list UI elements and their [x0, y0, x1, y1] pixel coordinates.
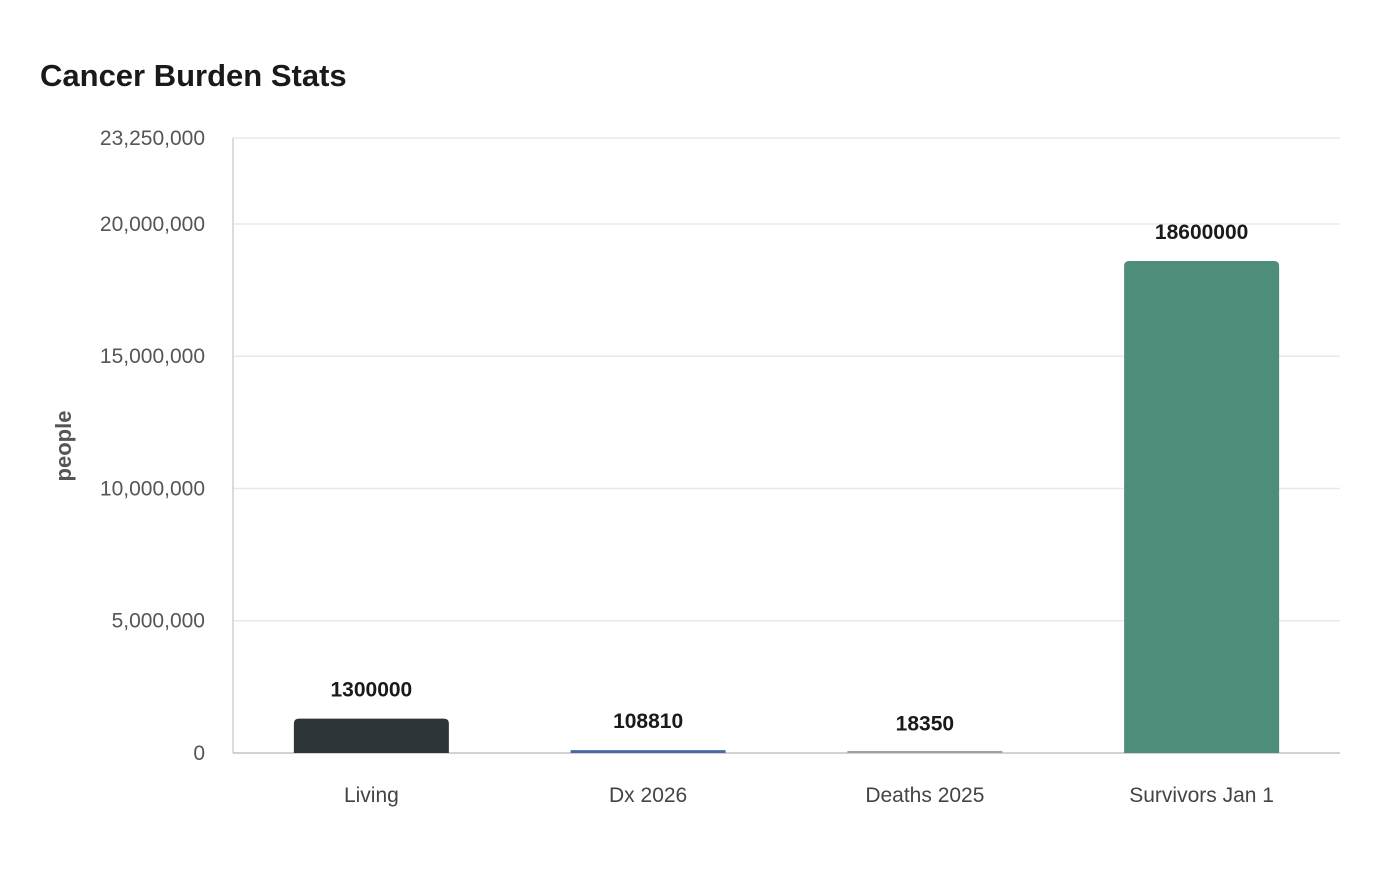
y-tick-label: 0	[193, 742, 205, 765]
x-tick-label: Survivors Jan 1	[1129, 784, 1274, 807]
bar-living	[293, 718, 449, 753]
bars	[293, 261, 1280, 753]
labels: 0 5,000,000 10,000,000 15,000,000 20,000,000…	[100, 127, 1274, 807]
y-tick-label: 5,000,000	[112, 610, 205, 633]
y-axis-title: people	[51, 411, 76, 482]
y-tick-label: 10,000,000	[100, 477, 205, 500]
x-tick-label: Deaths 2025	[865, 784, 984, 807]
x-tick-label: Dx 2026	[609, 784, 687, 807]
data-label: 1300000	[330, 679, 412, 702]
bar-dx-2026	[570, 750, 726, 753]
data-label: 18350	[896, 713, 954, 736]
data-label: 18600000	[1155, 221, 1248, 244]
x-tick-label: Living	[344, 784, 399, 807]
chart-title: Cancer Burden Stats	[40, 58, 347, 93]
data-label: 108810	[613, 710, 683, 733]
bar-deaths-2025	[847, 751, 1003, 753]
y-tick-label: 15,000,000	[100, 345, 205, 368]
y-tick-label: 23,250,000	[100, 127, 205, 150]
bar-survivors-jan-1	[1124, 261, 1280, 753]
y-tick-label: 20,000,000	[100, 213, 205, 236]
